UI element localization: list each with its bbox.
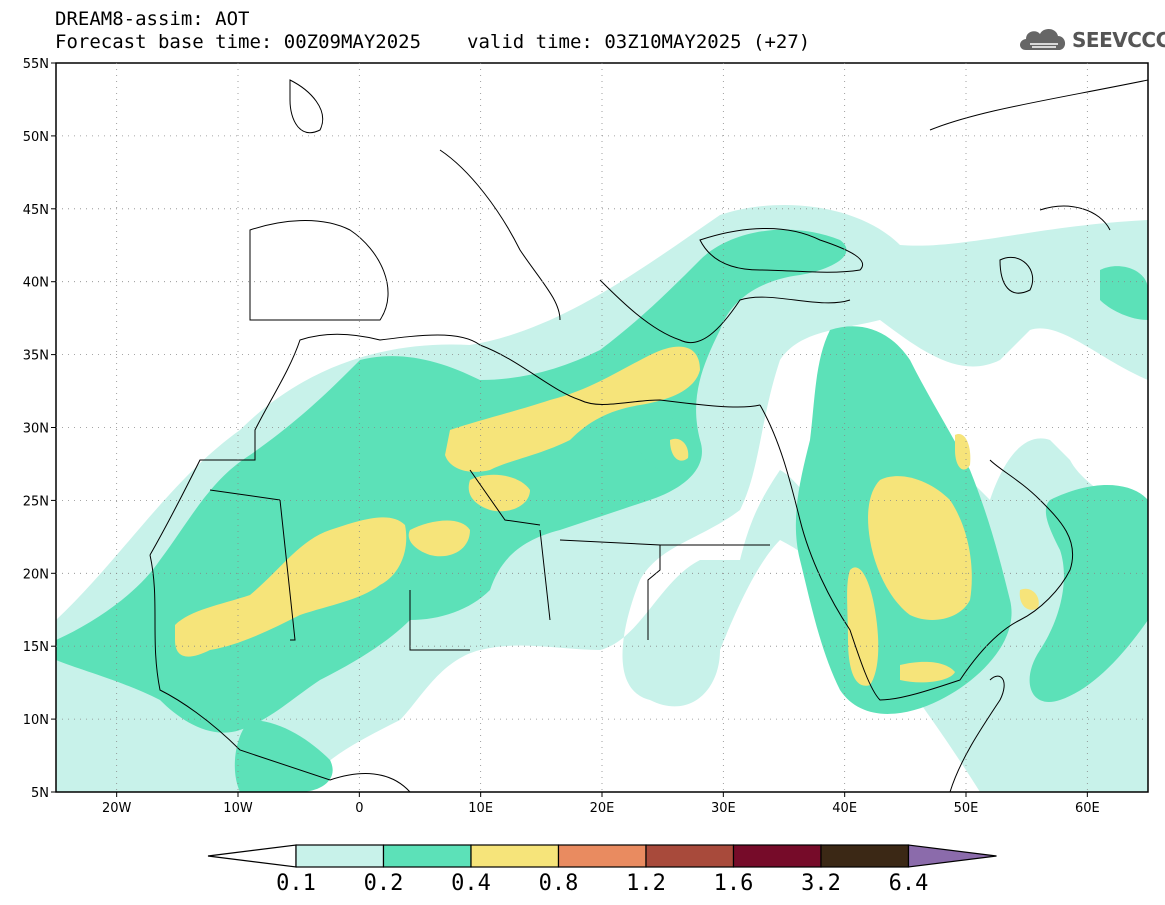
- aot-band-0.4-0.8: [175, 346, 1039, 686]
- lat-tick-label: 45N: [23, 203, 49, 218]
- longitude-ticks: 20W 10W 0 10E 20E 30E 40E 50E 60E: [102, 792, 1100, 816]
- colorbar-under-triangle: [207, 844, 297, 868]
- base-time: Forecast base time: 00Z09MAY2025: [55, 31, 422, 53]
- colorbar-label: 3.2: [801, 871, 841, 896]
- lon-tick-label: 60E: [1075, 801, 1100, 816]
- colorbar-label: 0.4: [451, 871, 491, 896]
- map-title: DREAM8-assim: AOT: [55, 8, 250, 30]
- lat-tick-label: 30N: [23, 422, 49, 437]
- lat-tick-label: 15N: [23, 640, 49, 655]
- lon-tick-label: 20W: [102, 801, 132, 816]
- colorbar-label: 6.4: [889, 871, 929, 896]
- lat-tick-label: 35N: [23, 349, 49, 364]
- lon-tick-label: 10E: [468, 801, 493, 816]
- lat-tick-label: 50N: [23, 130, 49, 145]
- lat-tick-label: 10N: [23, 713, 49, 728]
- valid-time: valid time: 03Z10MAY2025 (+27): [467, 31, 811, 53]
- colorbar-label: 0.8: [539, 871, 579, 896]
- time-info: Forecast base time: 00Z09MAY2025 valid ti…: [55, 31, 810, 53]
- logo-text: SEEVCCC: [1072, 28, 1165, 52]
- coastlines: [149, 79, 1148, 792]
- colorbar-over-triangle: [907, 844, 997, 868]
- colorbar-swatch: [820, 844, 910, 868]
- colorbar-label: 0.2: [364, 871, 404, 896]
- colorbar: 0.1 0.2 0.4 0.8 1.2 1.6 3.2 6.4: [207, 844, 997, 896]
- colorbar-label: 1.2: [626, 871, 666, 896]
- lon-tick-label: 10W: [223, 801, 253, 816]
- lon-tick-label: 30E: [711, 801, 736, 816]
- lat-tick-label: 25N: [23, 494, 49, 509]
- lon-tick-label: 0: [355, 801, 363, 816]
- lat-tick-label: 40N: [23, 276, 49, 291]
- cloud-icon: [1020, 28, 1066, 50]
- lon-tick-label: 40E: [832, 801, 857, 816]
- lat-tick-label: 55N: [23, 57, 49, 72]
- aot-field: [56, 205, 1148, 792]
- colorbar-swatch: [295, 844, 385, 868]
- colorbar-swatch: [645, 844, 735, 868]
- lat-tick-label: 20N: [23, 567, 49, 582]
- seevccc-logo: SEEVCCC: [1016, 22, 1165, 62]
- lon-tick-label: 20E: [590, 801, 615, 816]
- colorbar-swatch: [732, 844, 822, 868]
- lon-tick-label: 50E: [954, 801, 979, 816]
- colorbar-swatch: [557, 844, 647, 868]
- lat-tick-label: 5N: [31, 786, 49, 801]
- latitude-ticks: 55N 50N 45N 40N 35N 30N 25N 20N 15N 10N 5N: [23, 57, 56, 801]
- graticule: [56, 63, 1148, 792]
- colorbar-label: 1.6: [714, 871, 754, 896]
- colorbar-label: 0.1: [276, 871, 316, 896]
- colorbar-swatch: [382, 844, 472, 868]
- colorbar-swatch: [470, 844, 560, 868]
